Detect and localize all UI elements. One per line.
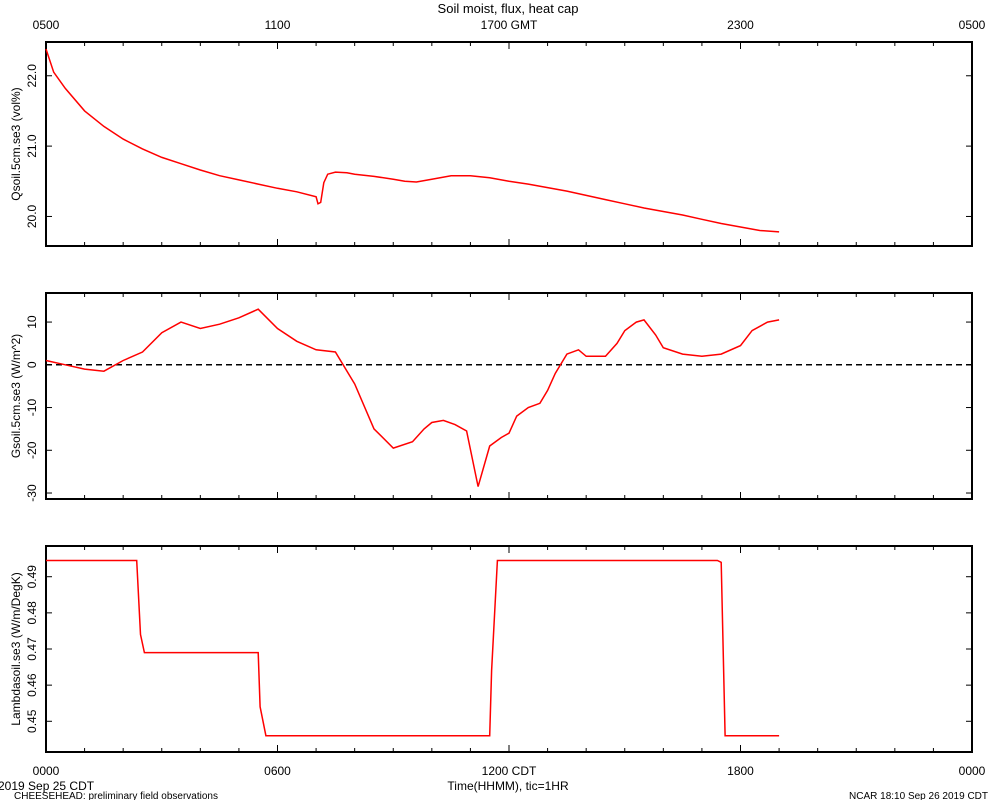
y-tick-label: 10: [25, 315, 39, 329]
y-axis-label: Gsoil.5cm.se3 (W/m^2): [9, 334, 23, 458]
chart-title: Soil moist, flux, heat cap: [438, 1, 579, 16]
y-tick-label: -10: [25, 399, 39, 417]
y-tick-label: -30: [25, 484, 39, 502]
top-tick-label: 1700 GMT: [481, 18, 538, 32]
footer-right: NCAR 18:10 Sep 26 2019 CDT: [849, 791, 988, 800]
y-tick-label: 0: [25, 361, 39, 368]
y-tick-label: 22.0: [25, 64, 39, 88]
y-tick-label: 0.46: [25, 673, 39, 697]
footer-left: CHEESEHEAD: preliminary field observatio…: [14, 791, 218, 800]
top-tick-label: 0500: [33, 18, 60, 32]
bottom-tick-label: 1200 CDT: [482, 764, 537, 778]
series-line: [45, 308, 780, 487]
y-tick-label: 0.49: [25, 565, 39, 589]
y-tick-label: 0.48: [25, 601, 39, 625]
top-tick-label: 2300: [727, 18, 754, 32]
panel-frame: [45, 41, 973, 247]
y-tick-label: 20.0: [25, 204, 39, 228]
y-tick-label: 21.0: [25, 134, 39, 158]
y-tick-label: 0.47: [25, 637, 39, 661]
y-tick-label: 0.45: [25, 709, 39, 733]
bottom-tick-label: 0000: [959, 764, 986, 778]
bottom-tick-label: 0600: [264, 764, 291, 778]
top-tick-label: 0500: [959, 18, 986, 32]
top-tick-label: 1100: [265, 18, 291, 32]
bottom-tick-label: 1800: [727, 764, 754, 778]
top-time-axis: 0500 1100 1700 GMT 2300 0500: [33, 18, 986, 32]
y-axis-label: Qsoil.5cm.se3 (vol%): [9, 87, 23, 200]
series-line: [45, 48, 780, 233]
series-line: [46, 559, 780, 737]
y-tick-label: -20: [25, 441, 39, 459]
y-axis-label: Lambdasoil.se3 (W/m/DegK): [9, 572, 23, 725]
bottom-axis-label: Time(HHMM), tic=1HR: [447, 779, 569, 793]
bottom-tick-label: 0000: [33, 764, 60, 778]
bottom-time-axis: 0000 0600 1200 CDT 1800 0000: [33, 764, 986, 778]
date-label: 2019 Sep 25 CDT: [0, 779, 95, 793]
panel-frame: [45, 545, 973, 753]
